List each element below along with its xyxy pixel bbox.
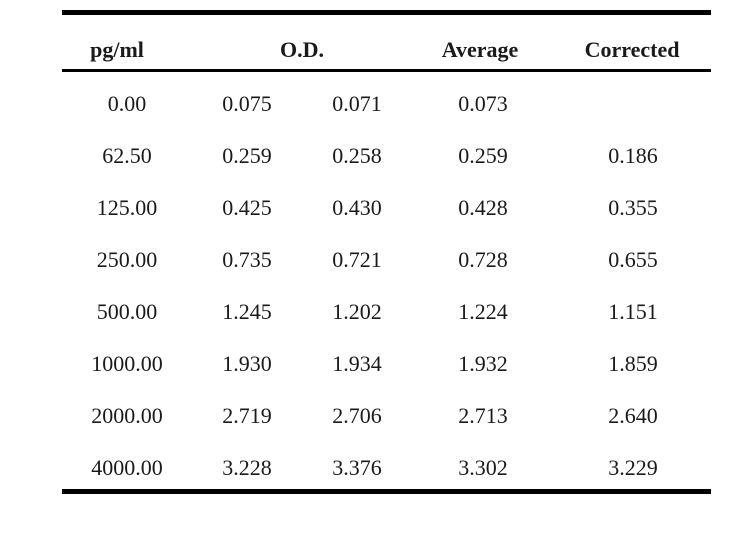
cell-od-2: 1.934 (332, 351, 382, 376)
table-header-rule (62, 69, 711, 72)
header-od: O.D. (280, 37, 324, 62)
cell-od-2: 1.202 (332, 299, 382, 324)
cell-average: 2.713 (458, 403, 508, 428)
cell-corrected: 1.151 (608, 299, 658, 324)
cell-od-2: 0.721 (332, 247, 382, 272)
cell-od-1: 0.735 (222, 247, 272, 272)
cell-concentration: 4000.00 (91, 455, 163, 480)
table-row: 1000.00 1.930 1.934 1.932 1.859 (62, 338, 711, 390)
cell-average: 0.428 (458, 195, 508, 220)
cell-concentration: 250.00 (96, 247, 158, 272)
cell-concentration: 500.00 (96, 299, 158, 324)
cell-od-2: 0.258 (332, 143, 382, 168)
cell-od-1: 0.425 (222, 195, 272, 220)
table-row: 500.00 1.245 1.202 1.224 1.151 (62, 286, 711, 338)
table-row: 2000.00 2.719 2.706 2.713 2.640 (62, 390, 711, 442)
cell-od-1: 1.930 (222, 351, 272, 376)
cell-corrected: 2.640 (608, 403, 658, 428)
cell-concentration: 2000.00 (91, 403, 163, 428)
table-bottom-rule (62, 489, 711, 494)
table-row: 250.00 0.735 0.721 0.728 0.655 (62, 234, 711, 286)
cell-od-2: 2.706 (332, 403, 382, 428)
header-concentration: pg/ml (90, 37, 144, 62)
cell-od-1: 2.719 (222, 403, 272, 428)
table-row: 62.50 0.259 0.258 0.259 0.186 (62, 130, 711, 182)
cell-average: 3.302 (458, 455, 508, 480)
standard-curve-table: pg/ml O.D. Average Corrected 0.00 0.075 … (62, 10, 711, 494)
table-row: 125.00 0.425 0.430 0.428 0.355 (62, 182, 711, 234)
cell-concentration: 125.00 (96, 195, 158, 220)
cell-corrected: 1.859 (608, 351, 658, 376)
cell-od-2: 3.376 (332, 455, 382, 480)
table-row: 0.00 0.075 0.071 0.073 (62, 78, 711, 130)
cell-concentration: 62.50 (102, 143, 152, 168)
table-top-rule (62, 10, 711, 15)
cell-concentration: 1000.00 (91, 351, 163, 376)
table-body: 0.00 0.075 0.071 0.073 62.50 0.259 0.258… (62, 72, 711, 486)
cell-od-1: 0.259 (222, 143, 272, 168)
cell-corrected: 0.186 (608, 143, 658, 168)
cell-od-2: 0.071 (332, 91, 382, 116)
cell-average: 1.932 (458, 351, 508, 376)
cell-average: 0.073 (458, 91, 508, 116)
table-header-row: pg/ml O.D. Average Corrected (62, 15, 711, 69)
cell-corrected: 0.655 (608, 247, 658, 272)
table-row: 4000.00 3.228 3.376 3.302 3.229 (62, 442, 711, 494)
header-average: Average (441, 37, 519, 62)
cell-corrected: 3.229 (608, 455, 658, 480)
cell-od-1: 0.075 (222, 91, 272, 116)
header-corrected: Corrected (584, 37, 680, 62)
cell-concentration: 0.00 (107, 91, 147, 116)
cell-average: 0.259 (458, 143, 508, 168)
cell-average: 1.224 (458, 299, 508, 324)
cell-od-2: 0.430 (332, 195, 382, 220)
cell-corrected: 0.355 (608, 195, 658, 220)
cell-average: 0.728 (458, 247, 508, 272)
cell-od-1: 1.245 (222, 299, 272, 324)
cell-od-1: 3.228 (222, 455, 272, 480)
